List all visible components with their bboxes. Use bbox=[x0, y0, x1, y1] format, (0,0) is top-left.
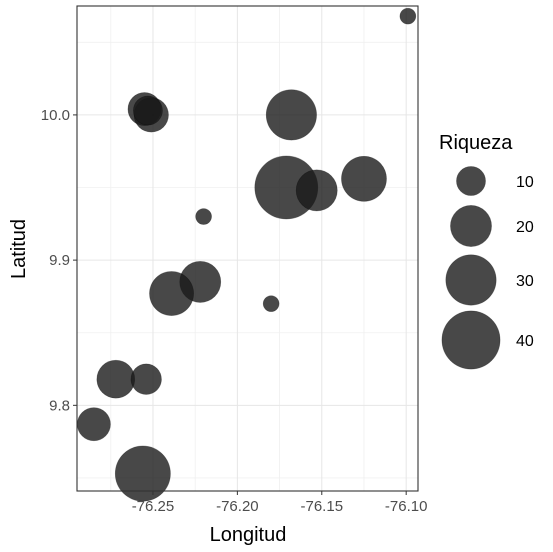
y-tick-label: 9.9 bbox=[49, 252, 70, 269]
data-point bbox=[295, 169, 338, 212]
x-tick-label: -76.10 bbox=[385, 498, 428, 515]
data-point bbox=[133, 95, 163, 126]
data-point bbox=[130, 363, 162, 395]
data-point bbox=[76, 407, 111, 442]
x-tick-label: -76.20 bbox=[216, 498, 259, 515]
legend-label: 40 bbox=[516, 333, 534, 350]
data-point bbox=[195, 208, 212, 225]
plot-panel-border bbox=[76, 5, 419, 492]
data-point bbox=[399, 7, 417, 25]
grid-major bbox=[77, 6, 418, 491]
data-points bbox=[76, 7, 417, 502]
data-point bbox=[265, 89, 317, 141]
legend-label: 30 bbox=[516, 273, 534, 290]
y-axis-title: Latitud bbox=[8, 219, 30, 279]
data-point bbox=[114, 445, 171, 502]
legend-label: 10 bbox=[516, 174, 534, 191]
legend-key bbox=[441, 310, 501, 370]
data-point bbox=[96, 359, 136, 399]
x-tick-label: -76.25 bbox=[132, 498, 175, 515]
legend-label: 20 bbox=[516, 219, 534, 236]
legend-key bbox=[445, 254, 497, 306]
y-tick-label: 10.0 bbox=[41, 107, 70, 124]
data-point bbox=[341, 155, 387, 202]
data-point bbox=[262, 295, 280, 312]
legend-title: Riqueza bbox=[439, 132, 513, 154]
data-point bbox=[149, 271, 194, 316]
legend-key bbox=[456, 166, 486, 196]
y-tick-label: 9.8 bbox=[49, 397, 70, 414]
y-axis-ticks: 9.8 9.9 10.0 bbox=[41, 107, 77, 414]
legend: 10 20 30 40 bbox=[441, 166, 534, 370]
x-axis-ticks: -76.25 -76.20 -76.15 -76.10 bbox=[132, 491, 428, 515]
x-tick-label: -76.15 bbox=[301, 498, 344, 515]
legend-key bbox=[450, 205, 492, 247]
x-axis-title: Longitud bbox=[210, 524, 287, 546]
